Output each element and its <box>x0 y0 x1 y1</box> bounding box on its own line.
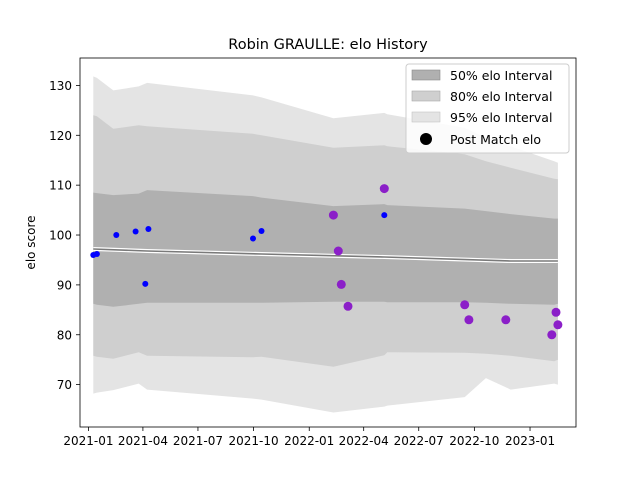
x-tick-label: 2022-04 <box>339 434 389 448</box>
elo-point <box>460 300 470 310</box>
elo-point <box>142 280 149 287</box>
elo-point <box>333 246 343 256</box>
elo-point <box>381 212 388 219</box>
mean-line <box>93 248 558 262</box>
interval-bands <box>93 76 558 413</box>
chart-title: Robin GRAULLE: elo History <box>228 37 428 53</box>
y-tick-label: 90 <box>57 278 72 292</box>
y-tick-label: 80 <box>57 328 72 342</box>
x-tick-label: 2021-04 <box>118 434 168 448</box>
legend-box <box>405 63 570 154</box>
interval-band-2 <box>93 190 558 307</box>
elo-point <box>379 184 389 194</box>
x-tick-label: 2021-07 <box>173 434 223 448</box>
x-tick-label: 2022-07 <box>394 434 444 448</box>
elo-point <box>336 279 346 289</box>
x-axis-ticks: 2021-01 2021-04 2021-07 2021-10 2022-01 2022-… <box>63 427 555 448</box>
x-tick-label: 2022-01 <box>284 434 334 448</box>
elo-point <box>464 315 474 325</box>
elo-point <box>328 210 338 220</box>
plot-frame <box>79 57 577 428</box>
elo-point <box>93 251 100 257</box>
legend-swatch-95 <box>411 111 441 123</box>
legend-label-80: 80% elo Interval <box>450 89 552 104</box>
legend-label-post-match: Post Match elo <box>450 132 541 147</box>
y-tick-label: 70 <box>57 378 72 392</box>
y-tick-label: 100 <box>49 229 72 243</box>
elo-point <box>145 226 152 232</box>
legend-swatch-50 <box>411 69 441 81</box>
elo-point <box>258 228 265 234</box>
mean-line-group <box>93 247 558 263</box>
x-tick-label: 2022-10 <box>449 434 499 448</box>
y-tick-label: 130 <box>49 79 72 93</box>
y-tick-label: 120 <box>49 129 72 143</box>
elo-point <box>113 232 120 238</box>
y-axis-label: elo score <box>24 215 38 269</box>
x-tick-label: 2023-01 <box>505 434 555 448</box>
elo-point <box>250 235 256 242</box>
legend-label-95: 95% elo Interval <box>450 110 552 125</box>
elo-point <box>547 330 557 340</box>
elo-point <box>501 315 511 325</box>
x-tick-label: 2021-10 <box>229 434 279 448</box>
y-axis-ticks: 70 80 90 100 110 120 130 <box>49 79 80 392</box>
elo-point <box>553 320 563 330</box>
elo-point <box>132 228 139 235</box>
legend-swatch-80 <box>411 90 441 102</box>
elo-point <box>343 301 353 311</box>
elo-point <box>551 307 561 317</box>
x-tick-label: 2021-01 <box>63 434 113 448</box>
y-tick-label: 110 <box>49 179 72 193</box>
legend-label-50: 50% elo Interval <box>450 68 552 83</box>
legend-marker-post-match <box>420 133 432 145</box>
legend: 50% elo Interval 80% elo Interval 95% el… <box>405 63 570 154</box>
elo-points <box>90 184 563 340</box>
